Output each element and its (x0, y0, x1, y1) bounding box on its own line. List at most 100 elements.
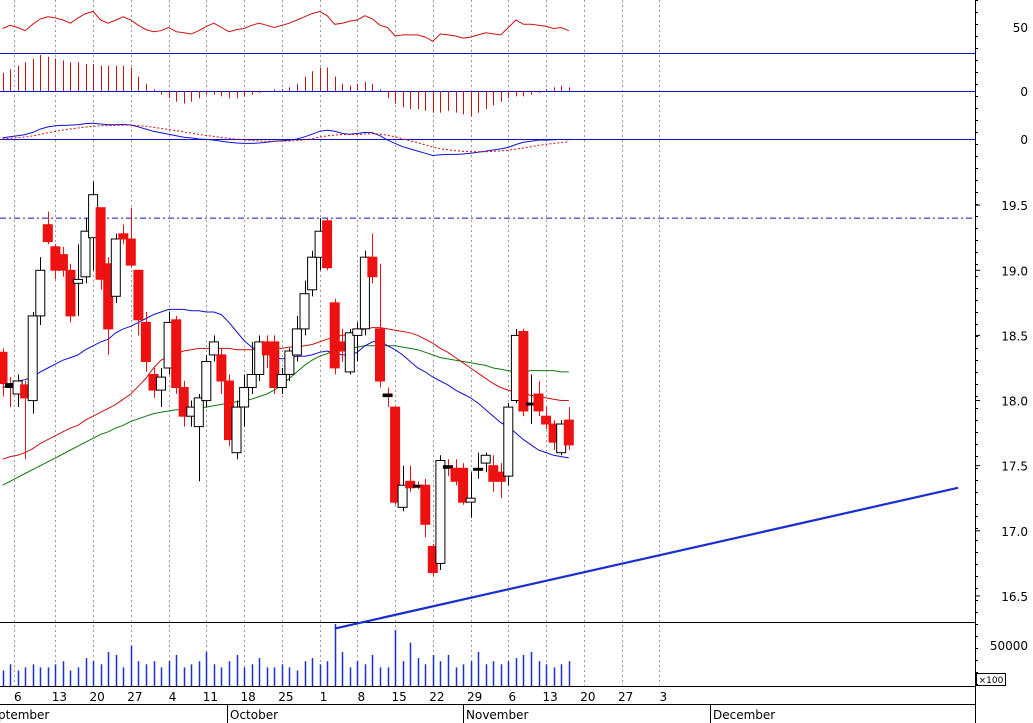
candle-body (503, 406, 514, 477)
price-tick-label: 18.5 (1001, 329, 1028, 343)
month-label: ptember (0, 708, 49, 722)
candle-body (344, 332, 355, 373)
date-tick-label: 27 (127, 690, 142, 704)
candle-body (563, 419, 574, 446)
candle-body (435, 460, 446, 564)
candle-body (73, 278, 83, 284)
macd-histogram-panel (3, 55, 570, 117)
candle-body (0, 351, 8, 385)
date-tick-label: 6 (14, 690, 22, 704)
candle-body (458, 467, 469, 503)
date-tick-label: 18 (240, 690, 255, 704)
date-tick-label: 6 (509, 690, 517, 704)
candle-body (322, 220, 333, 269)
price-tick-label: 16.5 (1001, 590, 1028, 604)
candle-body (239, 387, 250, 408)
candle-body (329, 302, 340, 369)
date-tick-label: 13 (52, 690, 67, 704)
candle-body (246, 374, 257, 388)
macd-axis-label: 0 (1020, 133, 1028, 147)
candle-body (216, 354, 227, 382)
candle-body (307, 256, 318, 291)
candle-body (156, 376, 166, 391)
price-tick-label: 19.0 (1001, 264, 1028, 278)
candle-body (397, 484, 408, 508)
candle-body (178, 387, 189, 417)
candle-body (27, 315, 38, 402)
candle-body (276, 374, 287, 388)
candle-body (299, 293, 310, 330)
volume-tick-label: 50000 (990, 639, 1028, 653)
volume-unit-label: ×100 (979, 676, 1004, 686)
date-tick-label: 25 (278, 690, 293, 704)
date-tick-label: 20 (580, 690, 595, 704)
candle-body (35, 269, 46, 317)
macd-panel (2, 122, 569, 157)
rsi-line (2, 10, 569, 42)
candle-body (382, 393, 393, 398)
date-tick-label: 1 (320, 690, 328, 704)
rsi-axis-label: 50 (1013, 21, 1028, 35)
candle-body (269, 341, 280, 388)
candle-body (254, 341, 265, 375)
candle-body (495, 471, 506, 482)
date-tick-label: 13 (542, 690, 557, 704)
month-label: November (466, 708, 528, 722)
macd-hist-axis-label: 0 (1020, 85, 1028, 99)
candle-body (125, 238, 136, 266)
candle-body (352, 328, 363, 336)
date-tick-label: 15 (391, 690, 406, 704)
date-tick-label: 3 (660, 690, 668, 704)
candle-body (140, 321, 151, 362)
price-tick-label: 17.0 (1001, 525, 1028, 539)
candle-body (390, 406, 401, 503)
candle-body (133, 269, 144, 321)
candle-body (375, 328, 385, 382)
candle-body (480, 454, 491, 464)
price-tick-label: 18.0 (1001, 395, 1028, 409)
macd-signal-line (2, 124, 569, 153)
candle-body (65, 269, 76, 317)
month-label: December (713, 708, 775, 722)
macd-line (2, 122, 569, 157)
candle-body (80, 230, 91, 278)
date-tick-label: 20 (89, 690, 104, 704)
candle-body (201, 361, 212, 402)
candle-body (291, 328, 302, 356)
month-label: October (230, 708, 278, 722)
candle-body (284, 350, 295, 375)
candle-body (95, 207, 106, 280)
date-tick-label: 11 (203, 690, 218, 704)
candle-body (473, 467, 484, 471)
candle-body (118, 233, 129, 240)
price-panel (0, 181, 975, 630)
date-tick-label: 22 (429, 690, 444, 704)
candle-body (405, 480, 416, 489)
candle-body (57, 254, 68, 271)
price-tick-label: 17.5 (1001, 460, 1028, 474)
candle-body (541, 415, 552, 425)
candle-body (367, 256, 378, 278)
price-tick-label: 19.5 (1001, 199, 1028, 213)
candle-body (208, 341, 219, 356)
candle-body (420, 484, 431, 525)
candle-body (359, 256, 370, 330)
candle-body (110, 238, 121, 297)
candle-body (231, 406, 242, 454)
date-tick-label: 27 (618, 690, 633, 704)
candle-body (42, 224, 53, 243)
candle-body (442, 465, 453, 469)
candle-body (193, 397, 204, 428)
volume-panel (2, 624, 571, 686)
date-tick-label: 4 (169, 690, 177, 704)
candle-body (465, 497, 476, 503)
trend-line (334, 486, 959, 630)
candle-body (533, 393, 544, 412)
rsi-panel (2, 10, 569, 42)
candle-body (171, 319, 182, 388)
date-tick-label: 29 (467, 690, 482, 704)
candle-body (518, 331, 529, 412)
volume-unit-box (976, 673, 1006, 686)
